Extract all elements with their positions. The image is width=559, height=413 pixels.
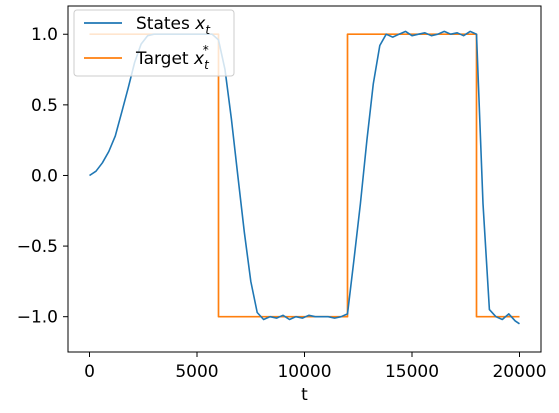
y-tick-label: 0.5 bbox=[31, 96, 58, 116]
x-tick-label: 5000 bbox=[175, 362, 218, 382]
legend-box bbox=[73, 9, 235, 77]
x-tick-label: 10000 bbox=[277, 362, 331, 382]
legend: States xt Target xt* bbox=[73, 9, 235, 77]
x-axis: 0 5000 10000 15000 20000 bbox=[84, 352, 547, 382]
legend-label: Target xt* bbox=[135, 43, 210, 72]
y-axis: −1.0 −0.5 0.0 0.5 1.0 bbox=[17, 25, 68, 328]
y-tick-label: 1.0 bbox=[31, 25, 58, 45]
x-tick-label: 15000 bbox=[385, 362, 439, 382]
y-tick-label: −1.0 bbox=[17, 308, 58, 328]
legend-label: States xt bbox=[136, 14, 211, 37]
x-tick-label: 20000 bbox=[492, 362, 546, 382]
y-tick-label: 0.0 bbox=[31, 166, 58, 186]
x-axis-label: t bbox=[301, 385, 308, 405]
x-tick-label: 0 bbox=[84, 362, 95, 382]
series-line-target bbox=[89, 33, 520, 318]
y-tick-label: −0.5 bbox=[17, 237, 58, 257]
